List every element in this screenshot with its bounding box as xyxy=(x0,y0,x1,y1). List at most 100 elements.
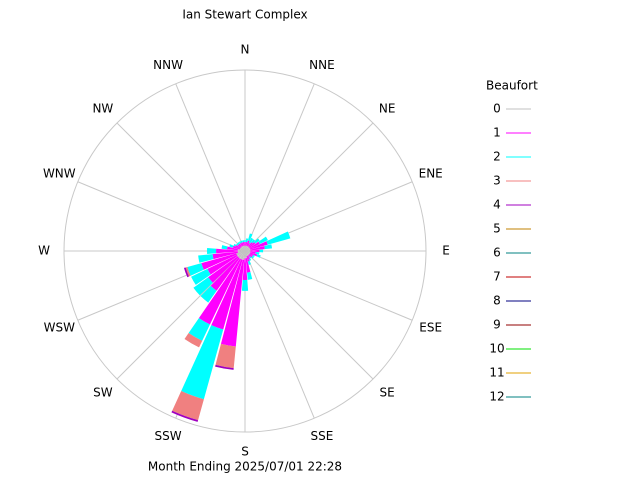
wedge-segment xyxy=(233,243,237,247)
wedge-segment xyxy=(244,240,246,242)
wedge-segment xyxy=(242,251,245,261)
legend-label: 2 xyxy=(493,150,501,164)
wedge-segment xyxy=(193,277,213,296)
wedge-segment xyxy=(235,244,241,249)
wedge-segment xyxy=(248,254,253,258)
wedge-segment xyxy=(242,245,245,251)
spoke xyxy=(175,83,246,252)
wedge-segment xyxy=(251,239,256,244)
wedge-segment xyxy=(250,249,260,253)
wedge-segment xyxy=(245,241,248,246)
wedge-segment xyxy=(237,250,245,252)
wedge-segment xyxy=(256,254,261,258)
legend-label: 12 xyxy=(489,390,504,404)
wedge-segment xyxy=(240,247,245,251)
wedge-segment xyxy=(245,251,251,253)
wedge-segment xyxy=(246,255,250,262)
wedge-segment xyxy=(183,267,190,278)
wedge-segment xyxy=(241,246,245,251)
wedge-segment xyxy=(238,241,242,244)
legend-label: 10 xyxy=(489,342,504,356)
wedge-segment xyxy=(191,268,211,285)
wedge-segment xyxy=(245,238,249,243)
direction-label: NNW xyxy=(153,58,183,72)
legend-label: 4 xyxy=(493,198,501,212)
wedge-segment xyxy=(171,410,199,422)
wedge-segment xyxy=(247,260,252,265)
wedge-segment xyxy=(241,251,245,260)
legend-label: 8 xyxy=(493,294,501,308)
wedge-segment xyxy=(208,256,239,283)
wedge-segment xyxy=(185,266,191,277)
wedge-segment xyxy=(248,258,252,261)
wedge-segment xyxy=(247,255,251,260)
legend-title: Beaufort xyxy=(486,79,538,93)
legend-label: 1 xyxy=(493,126,501,140)
wedge-segment xyxy=(259,249,264,253)
spoke xyxy=(244,122,374,252)
legend-label: 9 xyxy=(493,318,501,332)
chart-subtitle: Month Ending 2025/07/01 22:28 xyxy=(148,460,342,474)
wedge-segment xyxy=(250,251,256,254)
direction-label: SE xyxy=(380,386,395,400)
wedge-segment xyxy=(245,245,247,251)
wedge-segment xyxy=(221,245,228,250)
legend-label: 6 xyxy=(493,246,501,260)
wedge-segment xyxy=(210,257,240,291)
wedge-segment xyxy=(239,242,243,247)
wedge-segment xyxy=(245,251,248,257)
direction-label: WSW xyxy=(44,320,75,334)
wedge-segment xyxy=(236,243,239,246)
wedge-segment xyxy=(245,251,249,256)
wedge-segment xyxy=(255,252,260,255)
wedge-segment xyxy=(216,248,238,254)
wedge-segment xyxy=(244,241,246,246)
wedge-segment xyxy=(184,333,203,348)
wedge-segment xyxy=(239,248,245,251)
wedge-segment xyxy=(246,240,250,247)
legend-label: 0 xyxy=(493,102,501,116)
wedge-segment xyxy=(220,259,245,347)
direction-label: W xyxy=(38,244,50,258)
wedge-segment xyxy=(237,249,245,251)
wedge-segment xyxy=(250,246,265,251)
spoke xyxy=(77,181,246,252)
wedge-segment xyxy=(245,258,251,273)
wedge-segment xyxy=(245,249,251,251)
wedge-segment xyxy=(187,263,204,276)
direction-label: E xyxy=(442,244,450,258)
wedge-segment xyxy=(247,272,253,280)
wedge-segment xyxy=(249,256,252,259)
wedge-segment xyxy=(241,242,244,247)
wedge-segment xyxy=(251,256,254,259)
legend-label: 3 xyxy=(493,174,501,188)
wedge-segment xyxy=(249,253,254,257)
wedge-segment xyxy=(247,233,253,242)
wedge-segment xyxy=(207,254,238,275)
wedge-segment xyxy=(241,279,249,291)
wedge-segment xyxy=(243,245,245,251)
wedge-segment xyxy=(188,318,210,341)
spoke xyxy=(244,250,315,419)
direction-label: S xyxy=(241,445,249,459)
wedge-segment xyxy=(249,252,258,257)
wedge-segment xyxy=(245,247,250,251)
chart-title: Ian Stewart Complex xyxy=(182,8,307,22)
wedge-segment xyxy=(201,253,237,270)
wedge-segment xyxy=(245,246,249,251)
wedge-segment xyxy=(241,246,245,251)
wedge-segment xyxy=(249,241,260,249)
spoke xyxy=(244,250,374,380)
direction-label: NW xyxy=(92,101,113,115)
wedge-segment xyxy=(248,242,256,248)
wedge-segment xyxy=(237,251,245,253)
legend-label: 7 xyxy=(493,270,501,284)
wedge-segment xyxy=(198,258,242,325)
direction-label: NNE xyxy=(309,58,335,72)
wedge-segment xyxy=(245,251,250,255)
direction-label: NE xyxy=(379,101,396,115)
wedge-segment xyxy=(181,325,224,400)
wedge-segment xyxy=(236,251,245,257)
spoke xyxy=(244,83,315,252)
